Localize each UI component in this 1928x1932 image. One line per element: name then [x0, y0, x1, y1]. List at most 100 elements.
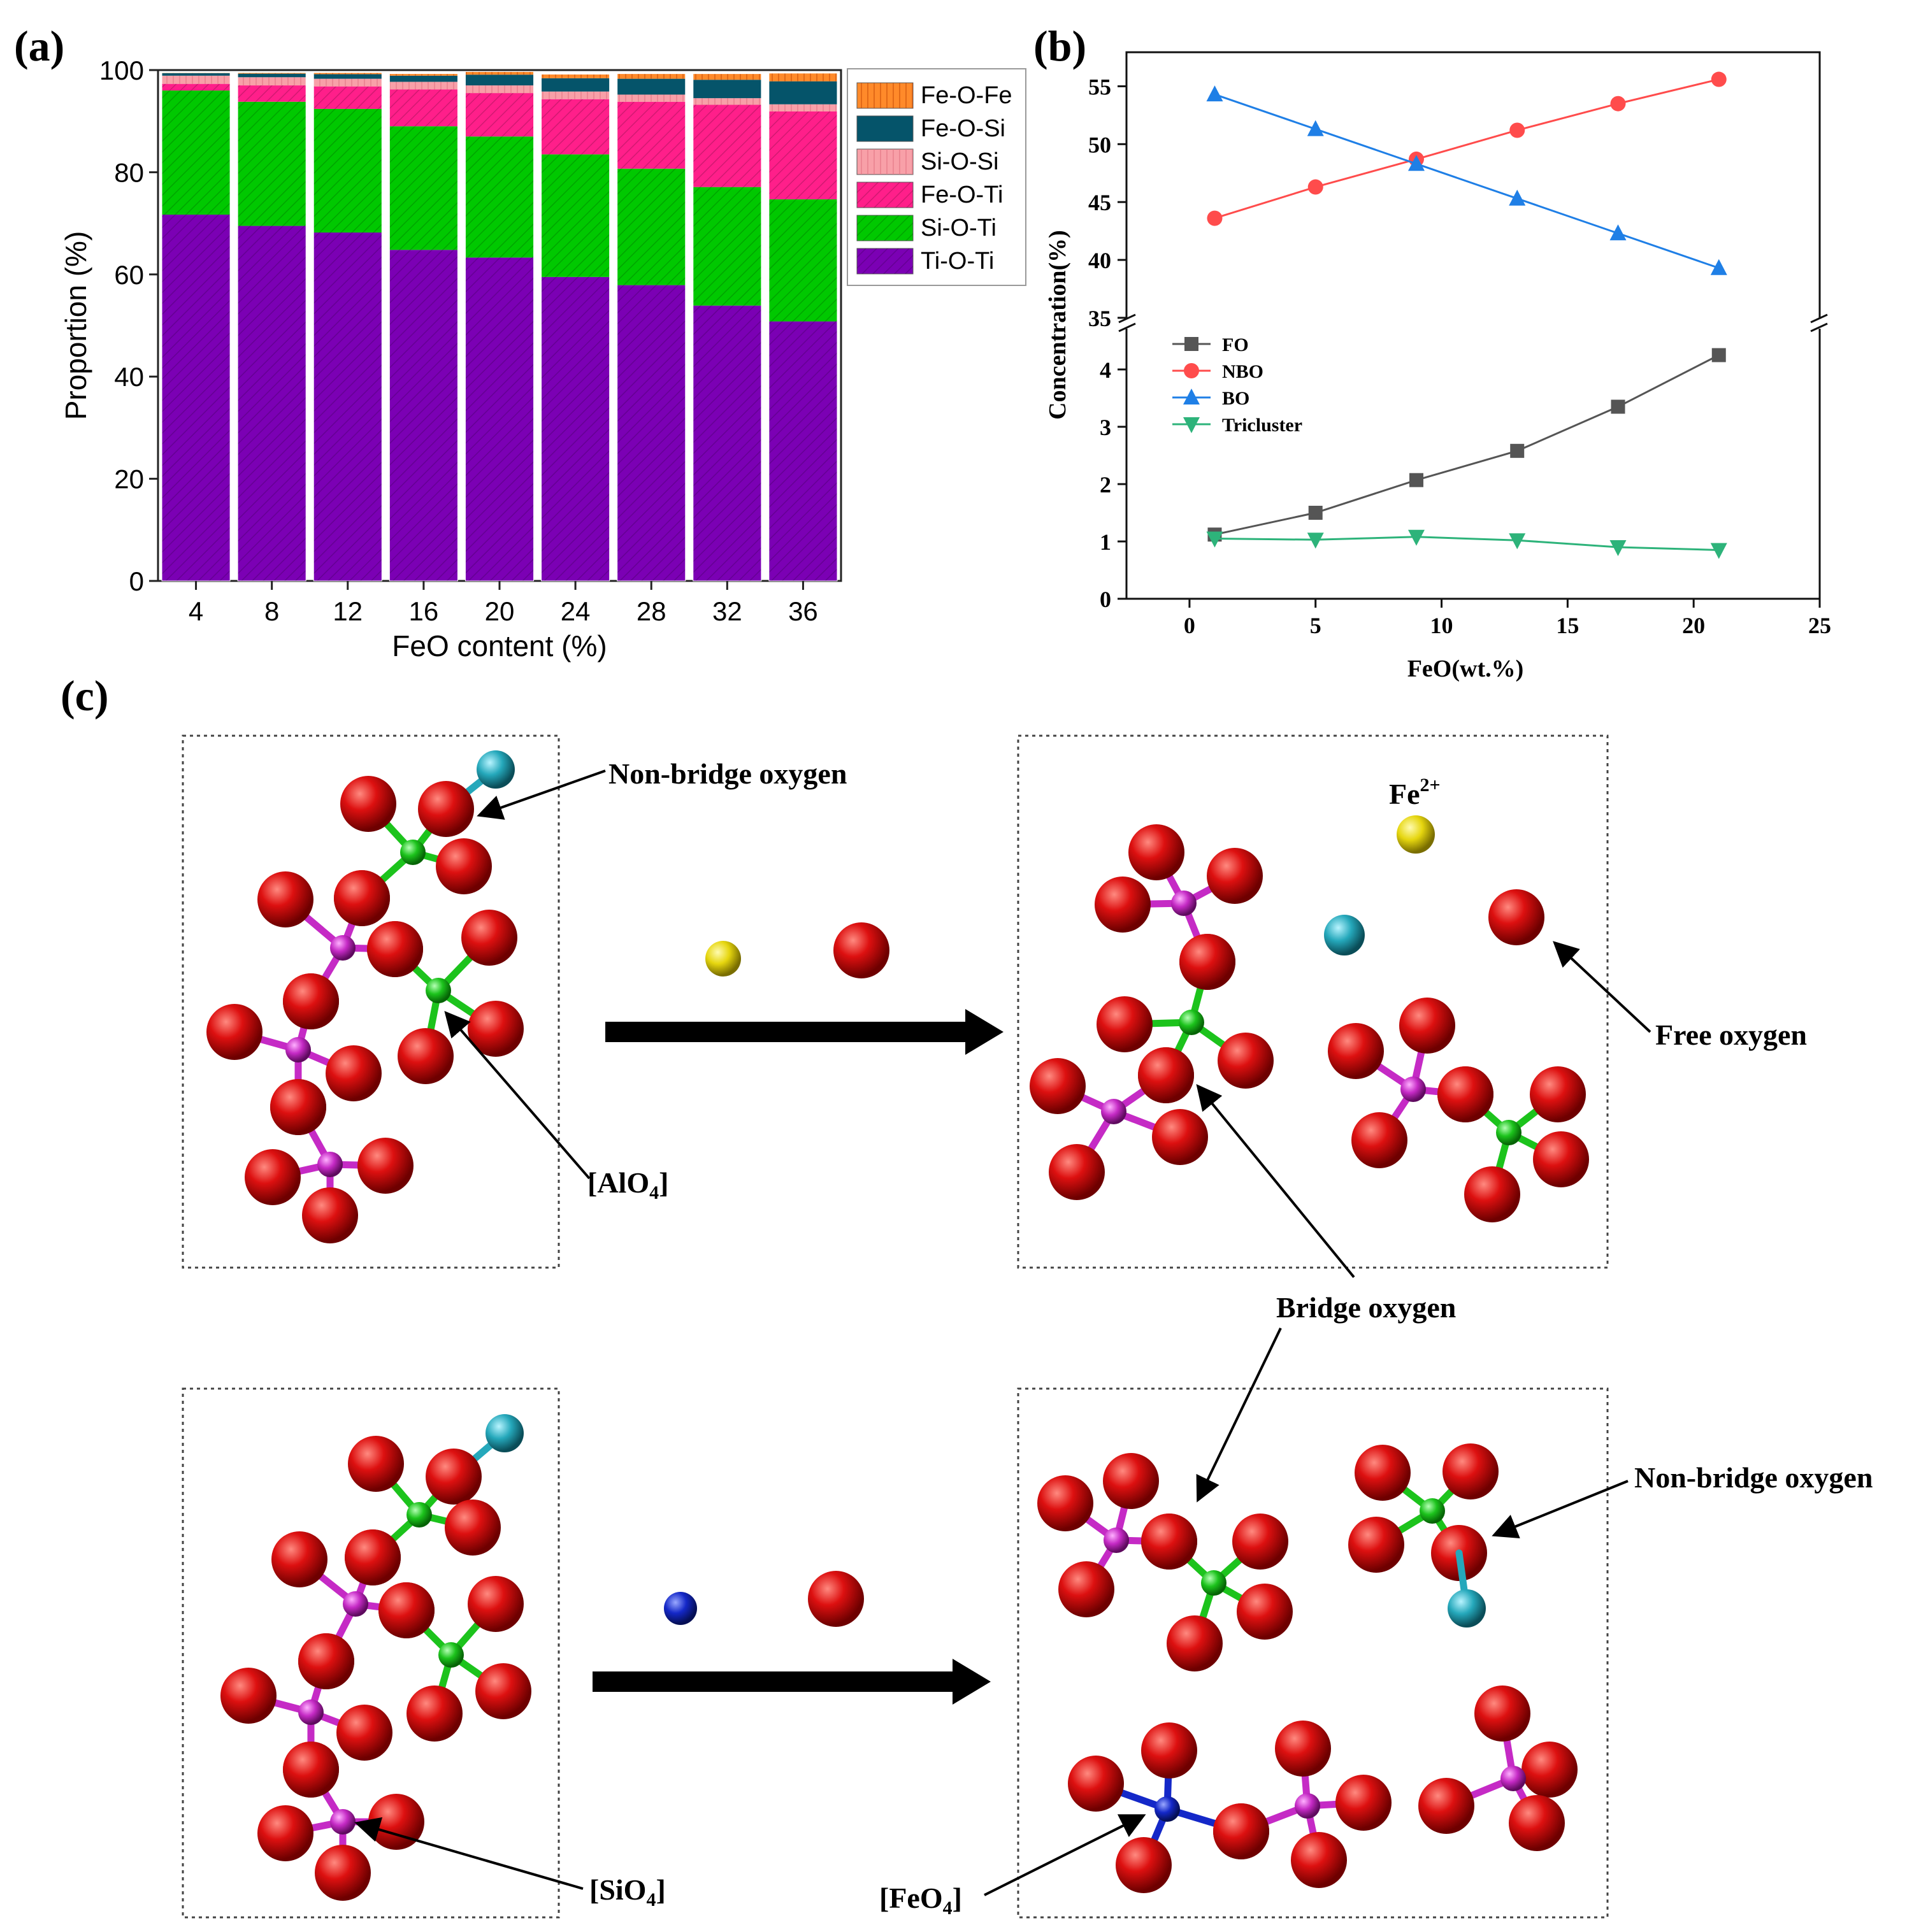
tr-sio4-b-oxygen-2	[1152, 1109, 1208, 1165]
tr-sio4-b-oxygen-3	[1049, 1144, 1105, 1200]
label-fe2plus-base: Fe	[1389, 778, 1420, 810]
point-tricluster-17	[1609, 540, 1627, 556]
panel-a-label: (a)	[14, 22, 64, 70]
bl-sio4-a-center	[343, 1591, 368, 1617]
bar-texture-fe-o-ti-36	[768, 111, 837, 199]
y-upper-tick-label-50: 50	[1088, 132, 1111, 157]
legend-marker-nbo	[1184, 363, 1199, 378]
br-cyan-cation	[1448, 1589, 1486, 1628]
panel-b-axis-break-mark-right-1	[1810, 313, 1828, 324]
tr-sio4-a-oxygen-2	[1095, 877, 1151, 933]
label-free-oxygen: Free oxygen	[1655, 1019, 1807, 1051]
tl-sio4-c-oxygen-3	[302, 1187, 358, 1243]
tl-sio4-c-center	[317, 1152, 343, 1177]
panel-b-legend: FO NBO BO Tricluster	[1172, 334, 1302, 436]
label-feo4-bracket: ]	[953, 1882, 962, 1914]
br-alo4-a-oxygen-1	[1232, 1513, 1288, 1570]
label-non-bridge-oxygen-bottom: Non-bridge oxygen	[1634, 1461, 1873, 1494]
reaction-arrow-bottom-shaft	[593, 1671, 956, 1692]
scene-box-top-right	[1017, 734, 1609, 1269]
bar-texture-si-o-si-24	[541, 91, 610, 99]
bar-fe-o-si-16	[389, 75, 458, 82]
y-tick-label-100: 100	[99, 55, 144, 85]
x-tick-label-20: 20	[485, 596, 515, 626]
br-sio4-b-oxygen-1	[1275, 1721, 1331, 1777]
legend-swatch-texture-si-o-ti	[857, 215, 913, 241]
tr-alo4-a-oxygen-0	[1179, 934, 1235, 990]
bar-texture-ti-o-ti-36	[768, 321, 837, 581]
label-non-bridge-oxygen-top: Non-bridge oxygen	[608, 757, 847, 790]
bl-sio4-c-oxygen-0	[257, 1805, 313, 1861]
tl-sio4-c-oxygen-2	[357, 1138, 414, 1194]
tl-alo4-b-oxygen-0	[367, 921, 423, 977]
bl-alo4-b-center	[438, 1642, 464, 1668]
tr-sio4-a-oxygen-0	[1128, 824, 1184, 880]
point-bo-1	[1206, 85, 1223, 102]
tr-cyan-cation	[1324, 915, 1365, 955]
x-tick-label-28: 28	[637, 596, 666, 626]
panel-b-series	[1206, 71, 1727, 559]
br-sio4-b-oxygen-0	[1213, 1803, 1269, 1859]
legend-swatch-texture-fe-o-fe	[857, 83, 913, 108]
series-line-tricluster	[1214, 536, 1719, 551]
point-nbo-17	[1610, 96, 1626, 111]
legend-marker-fo	[1184, 337, 1198, 351]
br-feo4-oxygen-2	[1116, 1837, 1172, 1893]
br-sio4-b-oxygen-3	[1291, 1832, 1347, 1888]
bar-texture-si-o-ti-20	[465, 136, 534, 258]
reaction-arrow-top-shaft	[605, 1022, 968, 1042]
panel-c-molecules	[206, 750, 1589, 1901]
tr-free-oxygen	[1488, 889, 1544, 945]
tl-alo4-b-oxygen-3	[398, 1028, 454, 1084]
label-fe2plus: Fe2+	[1389, 775, 1441, 810]
br-sio4-b-center	[1295, 1793, 1320, 1819]
reactant-oxygen-top	[833, 922, 889, 978]
pointer-sio4	[354, 1817, 584, 1890]
reaction-arrow-bottom-head	[953, 1659, 991, 1705]
y-lower-tick-label-3: 3	[1100, 415, 1111, 440]
br-alo4-b-oxygen-2	[1348, 1517, 1404, 1573]
point-tricluster-1	[1206, 531, 1223, 548]
bar-texture-si-o-ti-28	[617, 168, 686, 285]
bar-texture-si-o-si-36	[768, 104, 837, 111]
br-sio4-c-oxygen-0	[1474, 1685, 1530, 1742]
br-sio4-c-center	[1500, 1766, 1526, 1791]
point-nbo-5	[1307, 179, 1323, 195]
panel-b-axes: 0 5 10 15 20 25 0 1 2 3 4 35 40 45 50 55	[1088, 74, 1831, 638]
y-tick-label-40: 40	[114, 362, 144, 392]
bar-fe-o-si-20	[465, 75, 534, 86]
tr-alo4-a-oxygen-2	[1218, 1033, 1274, 1089]
bl-alo4-a-center	[406, 1502, 432, 1528]
point-fo-13	[1510, 443, 1525, 458]
label-sio4: [SiO4]	[589, 1873, 666, 1910]
panel-a-y-axis: 0 20 40 60 80 100	[99, 55, 158, 596]
x-tick-label-24: 24	[561, 596, 591, 626]
br-alo4-b-center	[1420, 1498, 1445, 1524]
bar-texture-si-o-si-20	[465, 85, 534, 94]
legend-label-fe-o-si: Fe-O-Si	[921, 115, 1005, 142]
label-alo4-prefix: [AlO	[587, 1166, 649, 1199]
panel-b-label: (b)	[1033, 22, 1086, 70]
br-alo4-a-oxygen-3	[1167, 1615, 1223, 1671]
tl-sio4-b-oxygen-2	[326, 1045, 382, 1101]
tr-alo4-a-center	[1179, 1010, 1204, 1035]
bl-alo4-a-oxygen-2	[445, 1499, 501, 1556]
pointer-bridge-oxygen-top	[1196, 1084, 1355, 1278]
br-alo4-b-oxygen-1	[1442, 1443, 1499, 1499]
legend-swatch-texture-si-o-si	[857, 149, 913, 175]
series-line-bo	[1214, 93, 1720, 269]
bar-texture-si-o-si-12	[313, 78, 382, 87]
bar-texture-si-o-si-4	[162, 75, 231, 84]
label-alo4-bracket: ]	[659, 1166, 668, 1199]
y-tick-label-20: 20	[114, 464, 144, 494]
bar-texture-ti-o-ti-24	[541, 276, 610, 581]
legend-label-ti-o-ti: Ti-O-Ti	[921, 248, 994, 275]
bar-texture-si-o-ti-4	[162, 90, 231, 215]
legend-label-bo: BO	[1222, 388, 1249, 409]
point-bo-9	[1407, 155, 1425, 171]
panel-b-y-axis-label: Concentration(%)	[1044, 230, 1071, 420]
tr-alo4-b-center	[1496, 1120, 1522, 1145]
reactant-oxygen-bottom	[808, 1571, 864, 1627]
legend-label-tricluster: Tricluster	[1222, 415, 1302, 436]
bar-texture-fe-o-ti-28	[617, 101, 686, 169]
